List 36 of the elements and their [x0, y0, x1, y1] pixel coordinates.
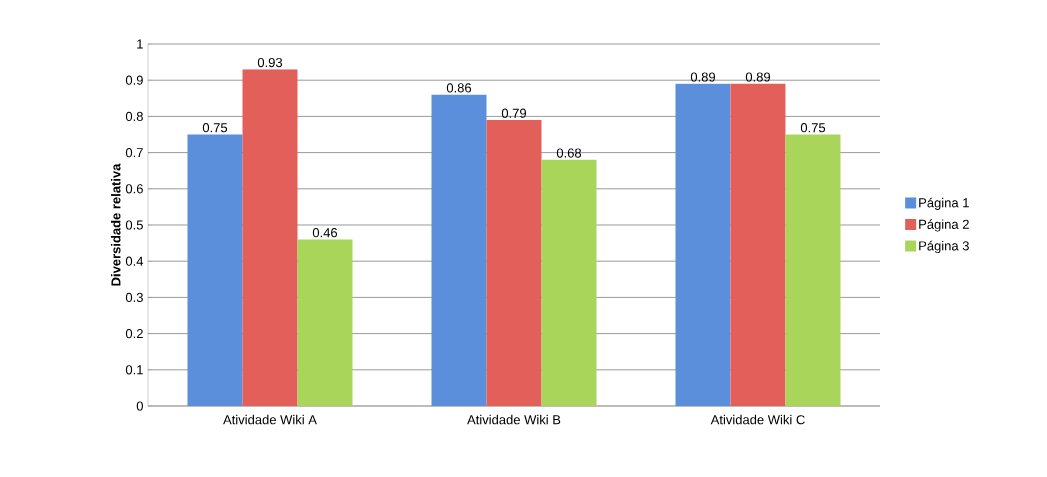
- y-axis-title: Diversidade relativa: [110, 163, 121, 286]
- bar: [541, 159, 597, 406]
- y-tick-label: 1: [137, 39, 143, 49]
- data-label: 0.89: [745, 72, 771, 82]
- bar: [297, 239, 353, 406]
- y-tick-label: 0.2: [125, 328, 143, 339]
- legend-label: Página 3: [919, 240, 969, 254]
- data-label: 0.46: [312, 228, 338, 238]
- y-tick-label: 0.6: [125, 184, 143, 194]
- data-label: 0.93: [257, 57, 283, 68]
- bar: [431, 94, 487, 406]
- y-tick-label: 0.8: [125, 111, 143, 121]
- legend-label: Página 1: [919, 197, 969, 210]
- x-tick-label: Atividade Wiki A: [223, 414, 317, 425]
- data-label: 0.75: [800, 123, 826, 133]
- y-tick-label: 0.5: [125, 220, 143, 230]
- bar: [242, 69, 298, 406]
- data-label: 0.79: [501, 108, 527, 118]
- bar: [486, 120, 542, 406]
- y-tick-label: 0.7: [125, 147, 143, 158]
- data-label: 0.75: [202, 123, 228, 133]
- data-label: 0.89: [690, 72, 716, 82]
- legend-label: Página 2: [919, 219, 969, 232]
- data-label: 0.68: [556, 148, 582, 158]
- bar: [785, 134, 841, 406]
- bar: [675, 83, 731, 406]
- x-tick-label: Atividade Wiki C: [710, 414, 805, 425]
- y-tick-label: 0: [136, 401, 143, 411]
- y-tick-label: 0.9: [125, 75, 143, 85]
- bar: [187, 134, 243, 406]
- y-tick-label: 0.3: [125, 292, 143, 302]
- y-tick-label: 0.4: [125, 256, 144, 266]
- data-label: 0.86: [446, 83, 472, 93]
- y-tick-label: 0.1: [125, 365, 143, 375]
- bar: [730, 83, 786, 406]
- x-tick-label: Atividade Wiki B: [467, 414, 561, 425]
